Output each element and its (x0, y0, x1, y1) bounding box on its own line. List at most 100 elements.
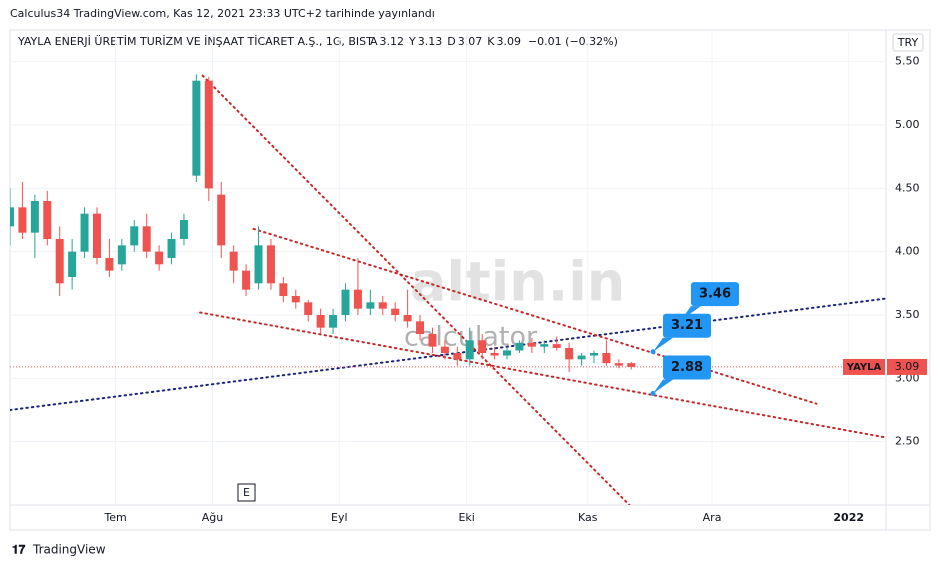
ohlc-value: 3.12 (380, 35, 405, 48)
y-tick-label: 4.00 (895, 245, 920, 258)
candle-body (167, 239, 176, 258)
candle-body (279, 283, 288, 296)
candle-body (254, 245, 263, 284)
candle-body (10, 207, 14, 227)
symbol-title: YAYLA ENERJİ ÜRETİM TURİZM VE İNŞAAT TİC… (17, 35, 373, 48)
candle-body (229, 251, 238, 271)
currency-box (892, 33, 924, 52)
candle-body (403, 315, 412, 322)
candle-body (614, 363, 623, 366)
x-tick-label: Kas (578, 511, 598, 524)
x-tick-label: 2022 (833, 511, 864, 524)
y-tick-label: 5.00 (895, 118, 920, 131)
annotation-label: 2.88 (671, 360, 703, 375)
watermark-text: altin.in (410, 251, 625, 314)
ohlc-value: 3.07 (458, 35, 483, 48)
watermark: altin.in calculator (404, 251, 625, 353)
candle-body (304, 302, 313, 315)
candle-body (18, 207, 27, 233)
candle-body (291, 296, 300, 303)
candle-body (105, 258, 114, 271)
candle-body (428, 334, 437, 347)
logo: 𝟏𝟕 (12, 543, 26, 557)
candle-body (353, 289, 362, 309)
x-tick-label: Ara (703, 511, 722, 524)
trend-line (252, 227, 818, 405)
y-tick-label: 4.50 (895, 181, 920, 194)
plot-area (10, 30, 886, 505)
annotation-label: 3.21 (671, 318, 703, 333)
annotation-box (690, 282, 739, 307)
candle-body (627, 363, 636, 367)
candle-body (30, 201, 39, 233)
candle-body (378, 302, 387, 309)
candle-body (316, 315, 325, 328)
candle-body (130, 226, 139, 246)
candle-body (366, 302, 375, 309)
y-tick-label: 2.50 (895, 435, 920, 448)
annotation-pointer (653, 379, 674, 394)
ohlc-value: D (447, 35, 455, 48)
candle-body (266, 245, 275, 284)
symbol-tag-text: YAYLA (846, 362, 882, 373)
frame (9, 29, 931, 531)
candle-body (217, 194, 226, 246)
candle-body (80, 213, 89, 252)
candle-body (341, 289, 350, 315)
candle-body (577, 355, 586, 360)
candle-body (117, 245, 126, 265)
candle-body (43, 201, 52, 239)
currency: TRY (897, 36, 919, 49)
candle-body (490, 353, 499, 356)
annotation-pointer (653, 337, 674, 352)
candle-body (602, 353, 611, 364)
event-badge-text: E (243, 486, 250, 499)
y-tick-label: 3.50 (895, 308, 920, 321)
candle-body (242, 270, 251, 290)
ohlc-value: 3.09 (496, 35, 521, 48)
price-tag (887, 358, 927, 375)
trend-line (10, 297, 886, 411)
ohlc-value: K (487, 35, 495, 48)
candle-body (329, 315, 338, 328)
symbol-tag (843, 358, 885, 375)
candle-body (416, 321, 425, 334)
candle-body (192, 80, 201, 176)
candle-body (552, 344, 561, 348)
annotation-box (663, 355, 712, 380)
annotation-label: 3.46 (699, 287, 731, 302)
footer: TradingView (32, 543, 106, 557)
candle-body (565, 347, 574, 360)
x-tick-label: Eki (458, 511, 474, 524)
candle-body (391, 308, 400, 315)
candle-body (155, 251, 164, 265)
x-tick-label: Ağu (202, 511, 223, 524)
ohlc-value: 3.13 (418, 35, 443, 48)
candle-body (527, 342, 536, 347)
candle-body (515, 342, 524, 351)
candle-body (68, 251, 77, 277)
y-tick-label: 5.50 (895, 55, 920, 68)
published-note: Calculus34 TradingView.com, Kas 12, 2021… (10, 7, 435, 20)
ohlc-value: −0.01 (−0.32%) (528, 35, 618, 48)
candle-body (540, 344, 549, 347)
candle-body (453, 353, 462, 360)
candle-body (503, 350, 512, 356)
candle-body (142, 226, 151, 252)
legend-header: YAYLA ENERJİ ÜRETİM TURİZM VE İNŞAAT TİC… (17, 35, 618, 48)
candle-body (92, 213, 101, 258)
candle-body (179, 220, 188, 239)
price-tag-text: 3.09 (895, 360, 920, 373)
candle-body (440, 346, 449, 353)
trend-line (201, 74, 631, 505)
candle-body (204, 80, 213, 189)
candle-body (465, 340, 474, 360)
x-tick-label: Eyl (331, 511, 348, 524)
candle-body (590, 353, 598, 356)
ohlc-value: A (370, 35, 378, 48)
event-badge[interactable] (237, 483, 256, 502)
annotation-box (663, 313, 712, 338)
ohlc-value: Y (408, 35, 416, 48)
candle-body (55, 239, 64, 284)
